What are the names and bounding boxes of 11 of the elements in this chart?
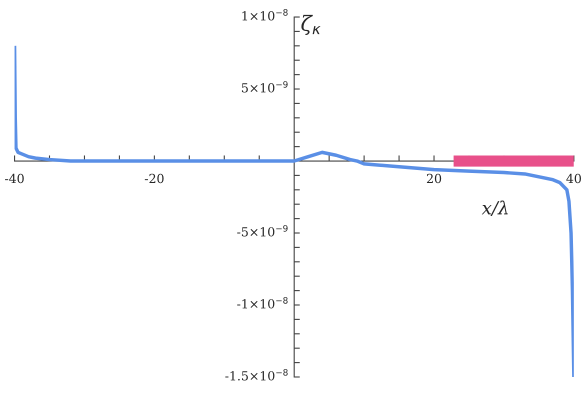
y-tick-label: -1×10$^{−8}$ <box>237 297 288 309</box>
x-tick-label: -20 <box>144 174 164 184</box>
y-tick-label: 1×10$^{−8}$ <box>242 9 288 21</box>
x-tick-label: -40 <box>5 174 24 184</box>
x-axis-title: x/λ <box>482 200 508 216</box>
x-tick-label: 40 <box>566 174 581 184</box>
y-tick-label: 5×10$^{−9}$ <box>242 81 288 93</box>
y-axis-title: ζ$_{κ}$ <box>301 14 321 35</box>
y-tick-label: -5×10$^{−9}$ <box>237 225 288 237</box>
y-tick-label: -1.5×10$^{−8}$ <box>225 369 288 381</box>
x-tick-label: 20 <box>426 174 442 184</box>
